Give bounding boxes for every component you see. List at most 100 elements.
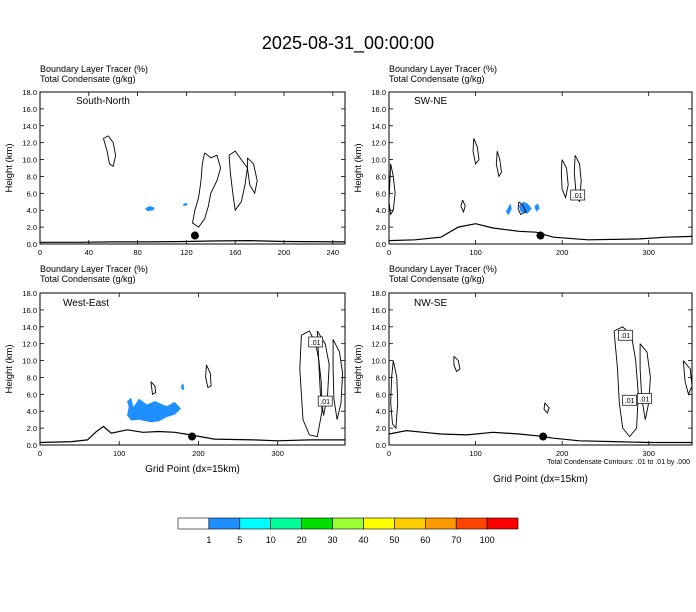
colorbar-tick-label: 1 bbox=[206, 535, 211, 545]
colorbar-swatch bbox=[486, 517, 519, 530]
condensate-contour bbox=[495, 150, 502, 178]
condensate-contour bbox=[613, 326, 639, 438]
contour-label: .01 bbox=[311, 340, 321, 347]
colorbar-tick-label: 100 bbox=[480, 535, 495, 545]
contour-label-box bbox=[617, 329, 633, 341]
tracer-region bbox=[181, 383, 185, 391]
y-tick-label: 14.0 bbox=[22, 323, 37, 332]
x-tick-label: 100 bbox=[469, 449, 482, 458]
panel-nw-se: Boundary Layer Tracer (%) Total Condensa… bbox=[353, 264, 693, 485]
tracer-region bbox=[505, 203, 512, 216]
y-tick-label: 0.0 bbox=[376, 441, 386, 450]
plot-area: .01 .01 .01 bbox=[389, 326, 692, 444]
condensate-contour bbox=[228, 150, 248, 212]
y-tick-label: 12.0 bbox=[371, 139, 386, 148]
x-tick-label: 240 bbox=[327, 248, 340, 257]
colorbar-swatch bbox=[424, 517, 457, 530]
plot-area: .01 .01 bbox=[40, 330, 345, 444]
colorbar-tick-label: 10 bbox=[266, 535, 276, 545]
y-tick-label: 4.0 bbox=[376, 407, 386, 416]
tracer-region bbox=[144, 206, 155, 212]
panel-sw-ne: Boundary Layer Tracer (%) Total Condensa… bbox=[353, 64, 693, 257]
y-tick-label: 8.0 bbox=[27, 373, 37, 382]
y-tick-label: 10.0 bbox=[371, 357, 386, 366]
condensate-contour bbox=[389, 163, 396, 216]
y-tick-label: 12.0 bbox=[22, 340, 37, 349]
x-tick-label: 160 bbox=[229, 248, 242, 257]
x-tick-label: 40 bbox=[85, 248, 93, 257]
y-tick-label: 4.0 bbox=[376, 206, 386, 215]
x-tick-label: 100 bbox=[469, 248, 482, 257]
y-tick-label: 0.0 bbox=[376, 240, 386, 249]
panel-label-tracer: Boundary Layer Tracer (%) bbox=[40, 64, 148, 74]
y-tick-label: 12.0 bbox=[22, 139, 37, 148]
condensate-contour bbox=[517, 201, 527, 216]
colorbar-swatch bbox=[455, 517, 488, 530]
contour-label-box bbox=[570, 189, 586, 201]
y-tick-label: 2.0 bbox=[27, 223, 37, 232]
tracer-region bbox=[534, 203, 540, 212]
y-tick-label: 8.0 bbox=[376, 373, 386, 382]
site-marker bbox=[536, 231, 545, 240]
x-tick-label: 200 bbox=[556, 449, 569, 458]
y-tick-label: 6.0 bbox=[376, 189, 386, 198]
contour-label-box bbox=[637, 393, 652, 404]
y-axis-label: Height (km) bbox=[353, 143, 364, 192]
x-tick-label: 200 bbox=[278, 248, 291, 257]
y-tick-label: 0.0 bbox=[27, 441, 37, 450]
colorbar-swatch bbox=[394, 517, 426, 530]
y-tick-label: 10.0 bbox=[371, 156, 386, 165]
condensate-contour bbox=[205, 364, 212, 389]
tracer-region bbox=[127, 397, 181, 423]
condensate-contour bbox=[192, 152, 222, 228]
plot-frame bbox=[388, 91, 693, 245]
y-tick-label: 18.0 bbox=[371, 88, 386, 97]
x-tick-label: 200 bbox=[192, 449, 205, 458]
x-tick-label: 120 bbox=[180, 248, 193, 257]
y-tick-label: 14.0 bbox=[22, 122, 37, 131]
panel-subtitle: West-East bbox=[63, 298, 109, 309]
contour-label: .01 bbox=[573, 193, 583, 200]
condensate-contour bbox=[472, 138, 480, 165]
condensate-contour bbox=[543, 402, 550, 414]
contour-label: .01 bbox=[320, 399, 330, 406]
y-tick-label: 4.0 bbox=[27, 407, 37, 416]
y-tick-label: 16.0 bbox=[22, 306, 37, 315]
panel-subtitle: NW-SE bbox=[414, 298, 447, 309]
panel-label-condensate: Total Condensate (g/kg) bbox=[389, 74, 485, 84]
x-tick-label: 0 bbox=[387, 248, 391, 257]
y-tick-label: 18.0 bbox=[22, 88, 37, 97]
terrain-line bbox=[40, 239, 345, 243]
y-tick-label: 8.0 bbox=[27, 172, 37, 181]
condensate-contour bbox=[460, 199, 466, 214]
contour-label-box bbox=[308, 336, 324, 348]
plot-area bbox=[40, 135, 345, 243]
y-tick-label: 6.0 bbox=[27, 189, 37, 198]
y-tick-label: 10.0 bbox=[22, 156, 37, 165]
condensate-contour bbox=[682, 360, 692, 396]
contour-label: .01 bbox=[640, 397, 650, 404]
colorbar-tick-label: 50 bbox=[389, 535, 399, 545]
y-tick-label: 6.0 bbox=[27, 390, 37, 399]
contour-footnote: Total Condensate Contours: .01 to .01 by… bbox=[547, 459, 690, 466]
y-tick-label: 18.0 bbox=[371, 289, 386, 298]
colorbar-swatch bbox=[239, 517, 272, 530]
colorbar-swatch bbox=[208, 517, 241, 530]
y-tick-label: 2.0 bbox=[376, 223, 386, 232]
y-axis-label: Height (km) bbox=[353, 344, 364, 393]
tracer-region bbox=[182, 202, 188, 206]
site-marker bbox=[190, 231, 199, 240]
y-tick-label: 0.0 bbox=[27, 240, 37, 249]
condensate-contour bbox=[560, 159, 569, 200]
y-tick-label: 14.0 bbox=[371, 122, 386, 131]
x-tick-label: 80 bbox=[133, 248, 141, 257]
condensate-contour bbox=[332, 339, 344, 420]
condensate-contour bbox=[246, 157, 258, 195]
y-axis-label: Height (km) bbox=[4, 344, 15, 393]
colorbar: 1 5 10 20 30 40 50 60 70 100 bbox=[177, 517, 519, 545]
colorbar-tick-label: 60 bbox=[420, 535, 430, 545]
y-tick-label: 14.0 bbox=[371, 323, 386, 332]
contour-label: .01 bbox=[625, 398, 635, 405]
y-axis-label: Height (km) bbox=[4, 143, 15, 192]
